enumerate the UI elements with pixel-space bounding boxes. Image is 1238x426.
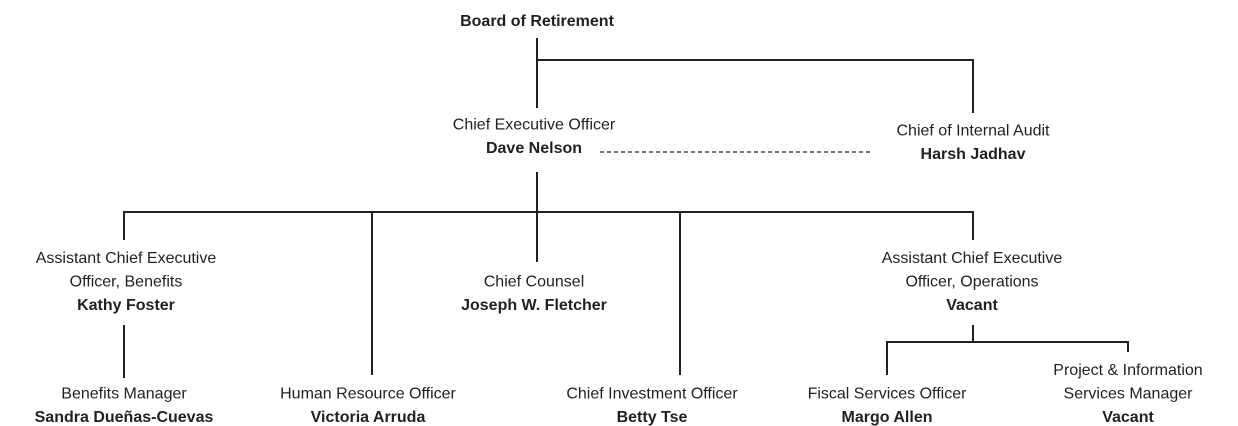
role-title: Officer, Operations — [905, 274, 1038, 291]
role-title: Board of Retirement — [460, 13, 614, 30]
role-title: Benefits Manager — [61, 386, 187, 403]
role-title: Chief Executive Officer — [453, 117, 616, 134]
person-name: Vacant — [1102, 409, 1154, 426]
person-name: Victoria Arruda — [311, 409, 426, 426]
person-name: Harsh Jadhav — [921, 146, 1026, 163]
role-title: Human Resource Officer — [280, 386, 456, 403]
role-title: Fiscal Services Officer — [808, 386, 968, 403]
person-name: Dave Nelson — [486, 140, 582, 157]
person-name: Vacant — [946, 297, 998, 314]
person-name: Kathy Foster — [77, 297, 175, 314]
person-name: Margo Allen — [842, 409, 933, 426]
role-title: Assistant Chief Executive — [36, 250, 217, 267]
role-title: Assistant Chief Executive — [882, 250, 1063, 267]
role-title: Chief of Internal Audit — [897, 123, 1051, 140]
person-name: Joseph W. Fletcher — [461, 297, 607, 314]
role-title: Project & Information — [1053, 362, 1202, 379]
role-title: Chief Counsel — [484, 274, 585, 291]
role-title: Chief Investment Officer — [566, 386, 738, 403]
role-title: Services Manager — [1064, 386, 1194, 403]
role-title: Officer, Benefits — [70, 274, 183, 291]
person-name: Sandra Dueñas-Cuevas — [35, 409, 214, 426]
person-name: Betty Tse — [617, 409, 688, 426]
